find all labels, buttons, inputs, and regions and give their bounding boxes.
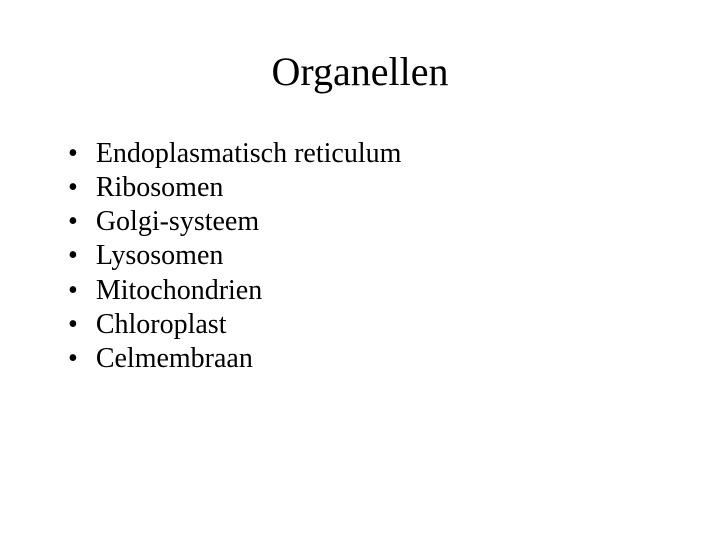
list-item: • Chloroplast	[68, 308, 720, 342]
bullet-icon: •	[68, 205, 78, 239]
bullet-icon: •	[68, 239, 78, 273]
bullet-icon: •	[68, 137, 78, 171]
list-item-label: Endoplasmatisch reticulum	[96, 137, 402, 171]
list-item: • Mitochondrien	[68, 274, 720, 308]
list-item-label: Golgi-systeem	[96, 205, 259, 239]
bullet-icon: •	[68, 274, 78, 308]
list-item: • Endoplasmatisch reticulum	[68, 137, 720, 171]
list-item-label: Ribosomen	[96, 171, 224, 205]
list-item-label: Chloroplast	[96, 308, 227, 342]
slide-container: Organellen • Endoplasmatisch reticulum •…	[0, 0, 720, 540]
list-item: • Golgi-systeem	[68, 205, 720, 239]
list-item-label: Celmembraan	[96, 342, 253, 376]
list-item-label: Lysosomen	[96, 239, 224, 273]
list-item: • Lysosomen	[68, 239, 720, 273]
list-item: • Celmembraan	[68, 342, 720, 376]
list-item-label: Mitochondrien	[96, 274, 262, 308]
bullet-icon: •	[68, 342, 78, 376]
slide-title: Organellen	[0, 48, 720, 95]
bullet-list: • Endoplasmatisch reticulum • Ribosomen …	[0, 137, 720, 376]
bullet-icon: •	[68, 308, 78, 342]
list-item: • Ribosomen	[68, 171, 720, 205]
bullet-icon: •	[68, 171, 78, 205]
